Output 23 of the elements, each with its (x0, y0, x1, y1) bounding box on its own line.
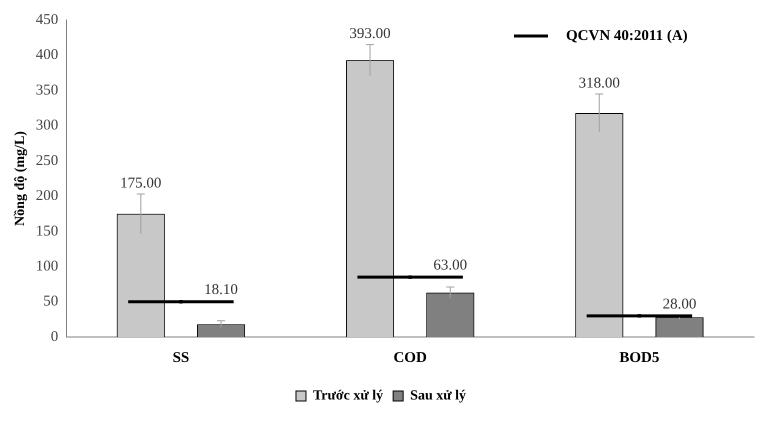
data-label: 28.00 (662, 296, 696, 312)
data-label: 18.10 (204, 282, 238, 298)
x-tick-label: COD (393, 350, 427, 366)
y-tick-label: 350 (36, 82, 58, 98)
x-tick-label: BOD5 (619, 350, 660, 366)
data-label: 318.00 (578, 75, 620, 92)
y-tick-label: 400 (36, 47, 58, 64)
y-tick-label: 300 (36, 118, 58, 134)
y-tick-label: 0 (50, 328, 58, 345)
x-tick-label: SS (172, 350, 190, 366)
y-axis-title: Nồng độ (mg/L) (13, 130, 28, 226)
y-tick-label: 100 (36, 258, 58, 274)
y-tick-label: 150 (36, 223, 58, 240)
y-tick-label: 50 (43, 294, 58, 310)
data-label: 175.00 (120, 175, 162, 192)
data-label: 63.00 (433, 258, 468, 274)
data-label: 393.00 (349, 26, 391, 42)
legend-label: Trước xử lý (312, 388, 384, 404)
y-tick-label: 200 (36, 188, 58, 204)
legend-label: QCVN 40:2011 (A) (566, 28, 688, 44)
y-tick-label: 450 (36, 12, 58, 28)
y-tick-label: 250 (36, 152, 58, 169)
legend-label: Sau xử lý (410, 388, 466, 404)
